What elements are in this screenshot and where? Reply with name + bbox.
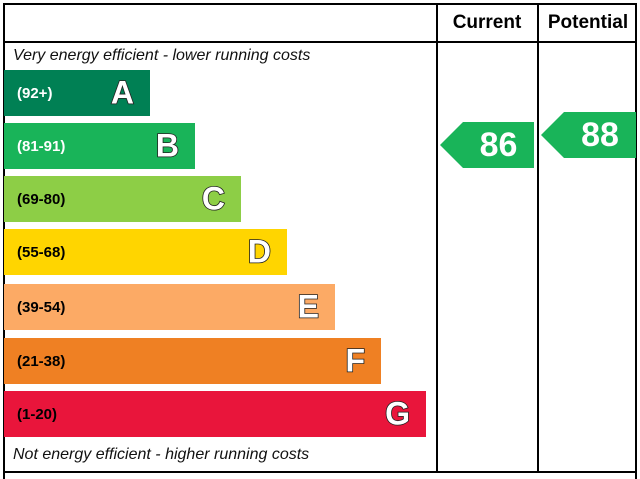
band-range: (1-20) <box>17 406 57 423</box>
band-bar <box>4 229 287 275</box>
bottom-note: Not energy efficient - higher running co… <box>13 446 309 463</box>
potential-rating: 88 <box>581 116 619 154</box>
band-range: (92+) <box>17 85 52 102</box>
band-letter: D <box>248 233 271 269</box>
band-range: (21-38) <box>17 353 65 370</box>
band-letter: A <box>111 74 134 110</box>
current-rating: 86 <box>480 126 518 164</box>
band-letter: E <box>298 288 319 324</box>
potential-header: Potential <box>548 12 628 33</box>
band-bar <box>4 123 195 169</box>
band-range: (81-91) <box>17 138 65 155</box>
band-bar <box>4 70 150 116</box>
band-letter: B <box>156 127 179 163</box>
potential-arrow <box>541 112 636 158</box>
band-bar <box>4 391 426 437</box>
top-note: Very energy efficient - lower running co… <box>13 47 310 64</box>
band-range: (55-68) <box>17 244 65 261</box>
band-bar <box>4 176 241 222</box>
current-arrow <box>440 122 534 168</box>
band-range: (69-80) <box>17 191 65 208</box>
band-bar <box>4 338 381 384</box>
band-bar <box>4 284 335 330</box>
band-letter: G <box>385 395 410 431</box>
band-letter: C <box>202 180 225 216</box>
band-range: (39-54) <box>17 299 65 316</box>
band-letter: F <box>345 342 365 378</box>
current-header: Current <box>453 12 522 33</box>
